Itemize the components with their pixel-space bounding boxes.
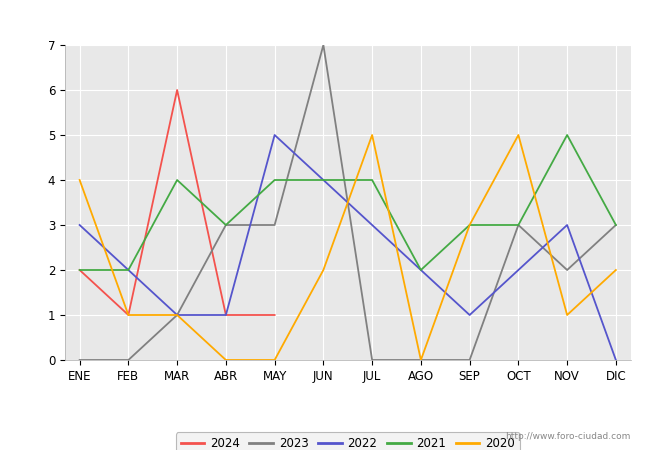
Text: Matriculaciones de Vehiculos en A Lama: Matriculaciones de Vehiculos en A Lama xyxy=(158,7,492,25)
Legend: 2024, 2023, 2022, 2021, 2020: 2024, 2023, 2022, 2021, 2020 xyxy=(176,432,520,450)
Text: http://www.foro-ciudad.com: http://www.foro-ciudad.com xyxy=(505,432,630,441)
